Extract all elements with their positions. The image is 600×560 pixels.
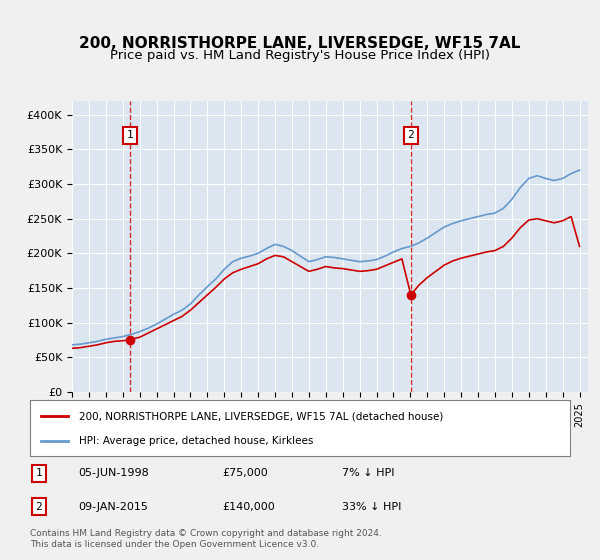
- Text: 05-JUN-1998: 05-JUN-1998: [78, 468, 149, 478]
- Text: 200, NORRISTHORPE LANE, LIVERSEDGE, WF15 7AL: 200, NORRISTHORPE LANE, LIVERSEDGE, WF15…: [79, 36, 521, 52]
- Text: 7% ↓ HPI: 7% ↓ HPI: [342, 468, 395, 478]
- Text: 200, NORRISTHORPE LANE, LIVERSEDGE, WF15 7AL (detached house): 200, NORRISTHORPE LANE, LIVERSEDGE, WF15…: [79, 411, 443, 421]
- Text: 2: 2: [407, 130, 414, 141]
- Text: £140,000: £140,000: [222, 502, 275, 512]
- Text: Contains HM Land Registry data © Crown copyright and database right 2024.
This d: Contains HM Land Registry data © Crown c…: [30, 529, 382, 549]
- Text: Price paid vs. HM Land Registry's House Price Index (HPI): Price paid vs. HM Land Registry's House …: [110, 49, 490, 62]
- Text: 33% ↓ HPI: 33% ↓ HPI: [342, 502, 401, 512]
- Text: 1: 1: [35, 468, 43, 478]
- Text: 09-JAN-2015: 09-JAN-2015: [78, 502, 148, 512]
- Text: HPI: Average price, detached house, Kirklees: HPI: Average price, detached house, Kirk…: [79, 436, 313, 446]
- Text: 2: 2: [35, 502, 43, 512]
- Text: £75,000: £75,000: [222, 468, 268, 478]
- Text: 1: 1: [127, 130, 133, 141]
